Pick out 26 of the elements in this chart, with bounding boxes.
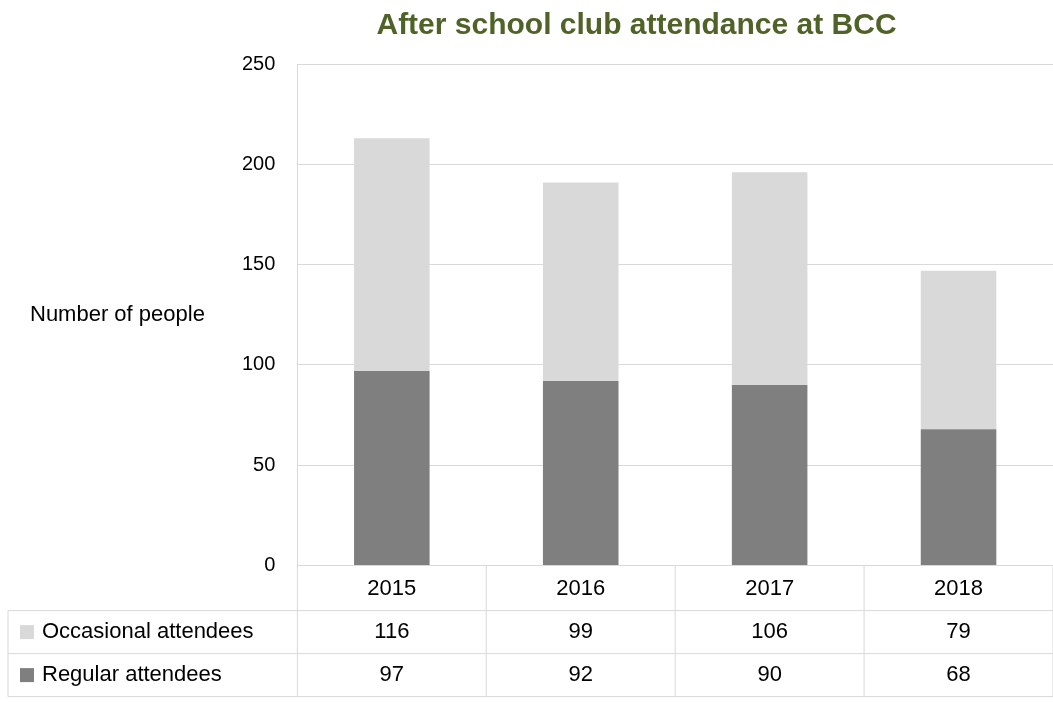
bar [542, 381, 619, 566]
x-tick-label: 2018 [934, 574, 984, 600]
legend-label: Occasional attendees [42, 618, 254, 644]
data-label: 99 [568, 618, 593, 644]
chart-title: After school club attendance at BCC [376, 7, 897, 41]
data-label: 106 [751, 618, 788, 644]
bar [354, 370, 430, 566]
data-label: 79 [946, 618, 971, 644]
y-tick-label: 100 [241, 352, 276, 375]
y-tick-label: 50 [253, 452, 276, 475]
bar [731, 385, 808, 566]
x-tick-label: 2015 [367, 574, 417, 600]
data-label: 90 [757, 661, 782, 687]
data-label: 68 [946, 661, 971, 687]
y-tick-label: 200 [241, 151, 276, 174]
x-tick-label: 2016 [556, 574, 606, 600]
y-tick-label: 250 [241, 51, 276, 74]
y-axis-title: Number of people [30, 300, 205, 326]
x-tick-label: 2017 [745, 574, 795, 600]
y-tick-label: 0 [264, 553, 276, 576]
bar [920, 429, 997, 566]
y-tick-label: 150 [241, 252, 276, 275]
data-label: 116 [374, 618, 410, 644]
data-label: 97 [379, 661, 405, 687]
data-label: 92 [568, 661, 593, 687]
legend-label: Regular attendees [42, 661, 222, 687]
